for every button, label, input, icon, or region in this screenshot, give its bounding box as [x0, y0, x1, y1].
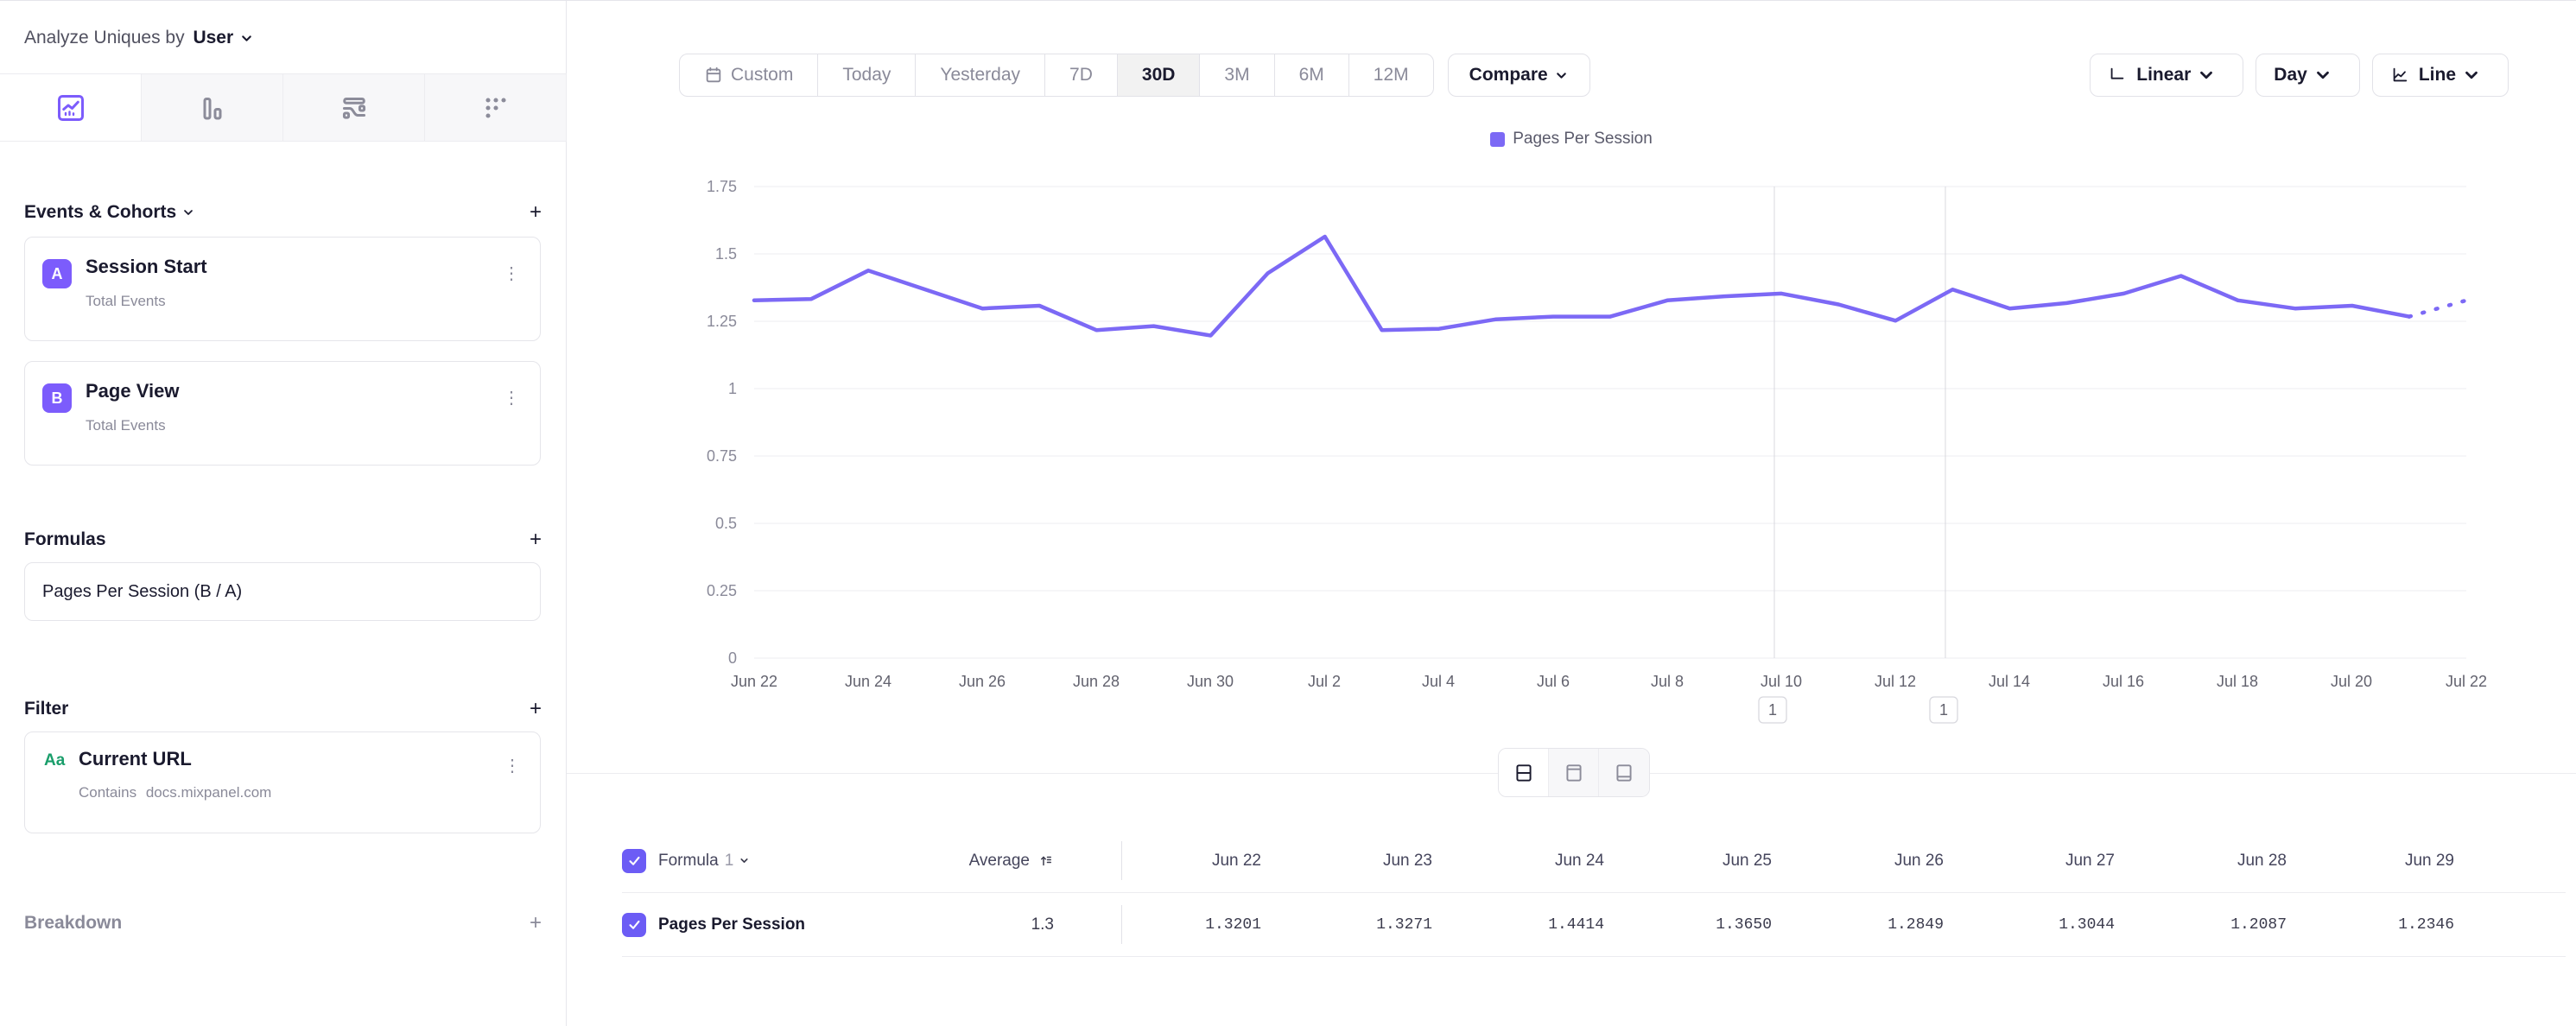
svg-text:Jul 4: Jul 4: [1422, 673, 1455, 690]
svg-text:1.25: 1.25: [707, 313, 737, 330]
svg-text:Jul 10: Jul 10: [1761, 673, 1802, 690]
svg-text:Jun 28: Jun 28: [1073, 673, 1120, 690]
svg-text:0.75: 0.75: [707, 447, 737, 465]
svg-text:1.75: 1.75: [707, 178, 737, 195]
svg-text:Jul 2: Jul 2: [1308, 673, 1341, 690]
svg-text:Jul 6: Jul 6: [1537, 673, 1570, 690]
svg-text:Jun 30: Jun 30: [1187, 673, 1234, 690]
svg-text:1: 1: [1939, 701, 1948, 719]
svg-text:Jul 16: Jul 16: [2103, 673, 2144, 690]
svg-text:Jul 12: Jul 12: [1875, 673, 1916, 690]
svg-text:1: 1: [1768, 701, 1777, 719]
svg-text:Jun 22: Jun 22: [731, 673, 777, 690]
svg-text:Jun 26: Jun 26: [959, 673, 1006, 690]
svg-text:Jul 14: Jul 14: [1989, 673, 2030, 690]
svg-text:1.5: 1.5: [715, 245, 737, 263]
svg-text:0.5: 0.5: [715, 515, 737, 532]
svg-text:Jul 20: Jul 20: [2331, 673, 2372, 690]
svg-text:Jul 18: Jul 18: [2217, 673, 2258, 690]
svg-text:0.25: 0.25: [707, 582, 737, 599]
svg-text:0: 0: [728, 649, 737, 667]
svg-text:Jul 22: Jul 22: [2446, 673, 2487, 690]
svg-text:Jun 24: Jun 24: [845, 673, 891, 690]
svg-text:1: 1: [728, 380, 737, 397]
svg-text:Jul 8: Jul 8: [1651, 673, 1684, 690]
